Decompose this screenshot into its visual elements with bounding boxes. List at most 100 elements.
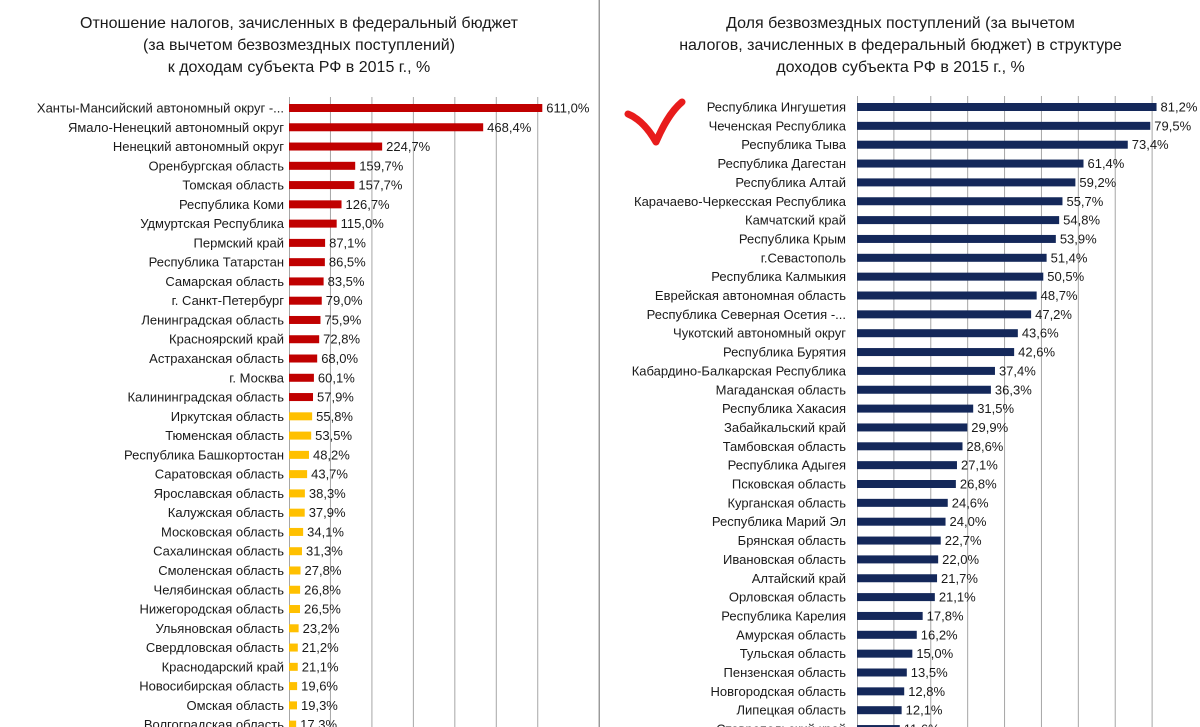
- left-chart-category-label: Республика Коми: [179, 197, 284, 212]
- left-chart-category-label: Омская область: [186, 698, 284, 713]
- left-chart-category-label: Смоленская область: [158, 563, 284, 578]
- right-chart-bar: [857, 423, 968, 432]
- right-chart-category-label: Чеченская Республика: [709, 118, 847, 133]
- left-chart-value-label: 26,5%: [304, 602, 341, 617]
- right-chart-category-label: Республика Бурятия: [723, 345, 846, 360]
- right-chart-bar: [857, 649, 913, 658]
- right-chart-bar: [857, 536, 941, 545]
- left-chart-bar: [289, 470, 308, 479]
- right-chart-value-label: 31,5%: [977, 401, 1014, 416]
- right-chart-category-label: Республика Алтай: [735, 175, 846, 190]
- left-chart-bar: [289, 200, 342, 209]
- right-chart-bar: [857, 630, 917, 639]
- left-chart-value-label: 157,7%: [358, 178, 403, 193]
- left-chart-value-label: 79,0%: [326, 293, 363, 308]
- left-chart-value-label: 21,1%: [302, 659, 339, 674]
- left-chart-bar: [289, 142, 383, 151]
- left-chart-category-label: Ханты-Мансийский автономный округ -...: [37, 101, 284, 116]
- left-chart-bar: [289, 104, 543, 112]
- left-bar-chart: Ханты-Мансийский автономный округ -... 61…: [37, 97, 590, 727]
- right-chart-category-label: Республика Адыгея: [728, 458, 846, 473]
- right-chart-bar: [857, 197, 1063, 206]
- left-chart-bar: [289, 489, 305, 498]
- left-chart-bar: [289, 508, 305, 517]
- left-chart-value-label: 27,8%: [305, 563, 342, 578]
- left-chart-value-label: 126,7%: [346, 197, 391, 212]
- right-chart-bar: [857, 291, 1037, 300]
- left-chart-value-label: 224,7%: [386, 139, 431, 154]
- left-chart-value-label: 87,1%: [329, 235, 366, 250]
- right-chart-bar: [857, 442, 963, 451]
- right-chart-value-label: 15,0%: [916, 646, 953, 661]
- left-chart-category-label: Ульяновская область: [156, 621, 285, 636]
- left-chart-panel: Отношение налогов, зачисленных в федерал…: [0, 0, 598, 727]
- left-chart-bar: [289, 335, 320, 344]
- left-chart-bar: [289, 605, 300, 614]
- right-chart-value-label: 73,4%: [1132, 137, 1169, 152]
- right-chart-category-label: Забайкальский край: [724, 420, 846, 435]
- left-chart-category-label: Красноярский край: [169, 332, 284, 347]
- left-chart-value-label: 83,5%: [328, 274, 365, 289]
- left-chart-bar: [289, 527, 304, 536]
- left-chart-category-label: Республика Татарстан: [149, 255, 284, 270]
- right-chart-value-label: 55,7%: [1066, 194, 1103, 209]
- left-chart-category-label: Челябинская область: [154, 582, 285, 597]
- right-chart-category-label: Кабардино-Балкарская Республика: [632, 363, 847, 378]
- right-chart-value-label: 22,0%: [942, 552, 979, 567]
- right-chart-bar: [857, 121, 1151, 130]
- left-chart-title: Отношение налогов, зачисленных в федерал…: [0, 13, 598, 79]
- left-chart-value-label: 37,9%: [309, 505, 346, 520]
- right-chart-value-label: 24,0%: [950, 514, 987, 529]
- right-chart-value-label: 21,1%: [939, 590, 976, 605]
- left-chart-value-label: 159,7%: [359, 158, 404, 173]
- left-chart-category-label: Республика Башкортостан: [124, 447, 284, 462]
- right-chart-bar: [857, 234, 1056, 243]
- left-chart-bar: [289, 682, 298, 691]
- right-chart-category-label: Камчатский край: [745, 213, 846, 228]
- right-chart-bar: [857, 329, 1018, 338]
- left-chart-bar: [289, 123, 484, 132]
- right-chart-category-label: Карачаево-Черкесская Республика: [634, 194, 847, 209]
- right-chart-value-label: 48,7%: [1041, 288, 1078, 303]
- left-chart-value-label: 75,9%: [324, 312, 361, 327]
- left-chart-value-label: 72,8%: [323, 332, 360, 347]
- right-chart-bar: [857, 611, 923, 620]
- left-chart-bar: [289, 662, 298, 671]
- panel-divider: [598, 0, 600, 727]
- right-chart-value-label: 27,1%: [961, 458, 998, 473]
- left-chart-category-label: Ярославская область: [154, 486, 285, 501]
- right-chart-value-label: 12,1%: [906, 703, 943, 718]
- right-chart-value-label: 50,5%: [1047, 269, 1084, 284]
- left-chart-bar: [289, 412, 313, 421]
- left-chart-value-label: 17,3%: [300, 717, 337, 727]
- right-chart-category-label: Республика Хакасия: [722, 401, 846, 416]
- left-chart-category-label: Иркутская область: [171, 409, 284, 424]
- right-chart-value-label: 43,6%: [1022, 326, 1059, 341]
- right-chart-bar: [857, 461, 957, 470]
- right-chart-category-label: Курганская область: [727, 495, 846, 510]
- right-chart-category-label: Республика Дагестан: [718, 156, 846, 171]
- left-chart-category-label: Свердловская область: [146, 640, 284, 655]
- left-chart-bar: [289, 701, 298, 710]
- left-chart-bar: [289, 181, 355, 190]
- right-chart-bar: [857, 555, 939, 564]
- right-chart-value-label: 81,2%: [1161, 100, 1198, 115]
- left-chart-value-label: 23,2%: [303, 621, 340, 636]
- right-chart-value-label: 22,7%: [945, 533, 982, 548]
- left-chart-value-label: 19,6%: [301, 679, 338, 694]
- right-chart-bar: [857, 310, 1032, 319]
- left-chart-value-label: 115,0%: [341, 216, 385, 231]
- right-chart-category-label: Чукотский автономный округ: [673, 326, 846, 341]
- left-chart-category-label: Сахалинская область: [153, 544, 284, 559]
- right-chart-bar: [857, 216, 1060, 225]
- right-chart-category-label: Новгородская область: [711, 684, 847, 699]
- right-chart-category-label: Алтайский край: [752, 571, 846, 586]
- right-chart-bar: [857, 140, 1128, 149]
- right-chart-title-line-1: Доля безвозмездных поступлений (за вычет…: [726, 15, 1075, 32]
- left-chart-value-label: 19,3%: [301, 698, 338, 713]
- right-chart-bar: [857, 348, 1015, 357]
- left-chart-category-label: Тюменская область: [165, 428, 284, 443]
- right-chart-category-label: Тульская область: [740, 646, 846, 661]
- right-chart-value-label: 26,8%: [960, 477, 997, 492]
- left-chart-bar: [289, 585, 301, 594]
